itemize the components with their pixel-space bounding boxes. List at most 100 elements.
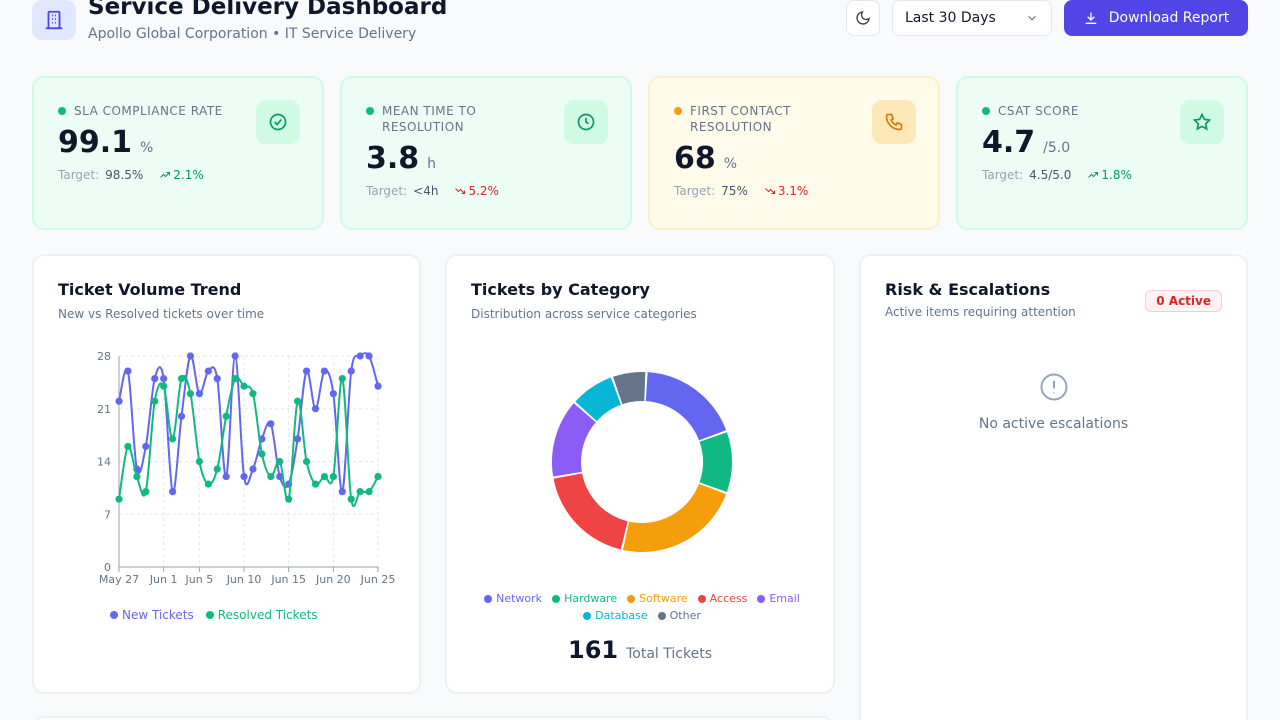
download-report-label: Download Report [1108,10,1230,26]
kpi-label: FIRST CONTACT RESOLUTION [690,104,791,134]
legend-swatch [627,594,636,603]
legend-item-network[interactable]: Network [484,592,542,605]
donut-slice[interactable] [699,432,732,493]
y-tick-label: 0 [104,561,111,574]
data-point [115,397,123,405]
y-tick-label: 28 [97,350,111,363]
data-point [356,488,364,496]
target-label: Target: [674,184,716,198]
data-point [160,375,168,383]
active-count-badge: 0 Active [1145,290,1222,312]
legend-label: Network [496,592,543,605]
donut-slice[interactable] [553,473,628,550]
legend-item-other[interactable]: Other [657,609,701,622]
clock-icon [564,100,608,144]
page-title: Service Delivery Dashboard [88,0,448,20]
data-point [231,375,239,383]
data-point [329,472,337,481]
star-icon [1180,100,1224,144]
target-value: 75% [721,184,748,198]
trend-badge: 5.2% [454,184,499,198]
data-point [294,435,302,443]
check-circle-icon [256,100,300,144]
data-point [302,457,311,466]
donut-slice[interactable] [552,403,596,477]
data-point [338,375,346,383]
data-point [213,375,221,383]
legend-swatch [552,594,561,603]
building-icon [32,0,76,40]
data-point [302,367,311,375]
trend-badge: 3.1% [764,184,808,198]
target-label: Target: [366,184,408,198]
target-value: 4.5/5.0 [1029,168,1072,182]
data-point [365,488,373,496]
legend-item-database[interactable]: Database [583,609,648,622]
data-point [249,465,257,473]
series-line [118,374,379,508]
donut-slice[interactable] [622,483,727,552]
total-tickets: 161 Total Tickets [447,636,833,664]
moon-icon [856,11,870,25]
data-point [124,442,132,451]
legend-swatch [110,611,118,619]
data-point [160,382,168,390]
category-donut-chart [552,372,732,552]
kpi-unit: /5.0 [1043,140,1071,156]
legend-item-access[interactable]: Access [697,592,747,605]
legend-item-email[interactable]: Email [757,592,800,605]
data-point [267,472,275,481]
legend-swatch [583,611,592,620]
legend-item-hardware[interactable]: Hardware [552,592,617,605]
status-dot [674,107,682,115]
data-point [347,367,355,375]
data-point [195,457,203,466]
legend-swatch [205,611,214,619]
data-point [267,420,275,428]
theme-toggle-button[interactable] [846,0,880,36]
data-point [258,450,266,458]
data-point [374,472,382,481]
download-icon [1085,12,1097,24]
legend-item-resolved[interactable]: Resolved Tickets [205,608,318,622]
legend-label: Resolved Tickets [217,608,318,622]
x-tick-label: Jun 5 [185,573,214,586]
kpi-label: SLA COMPLIANCE RATE [74,104,223,118]
data-point [142,442,150,451]
data-point [311,480,320,488]
data-point [276,457,284,466]
donut-slice[interactable] [575,377,621,422]
bottom-panel [32,716,834,720]
kpi-unit: % [140,140,154,156]
date-range-select[interactable]: Last 30 Days [892,0,1052,36]
legend-item-software[interactable]: Software [627,592,688,605]
donut-slice[interactable] [613,372,646,405]
status-dot [58,107,66,115]
data-point [142,488,150,496]
kpi-value: 68 [674,141,716,176]
panel-subtitle: Distribution across service categories [471,307,697,321]
panel-title: Risk & Escalations [885,280,1051,299]
data-point [115,495,123,503]
kpi-unit: % [723,156,738,172]
trend-up-icon [1088,172,1099,178]
kpi-card-csat: CSAT SCORE 4.7/5.0 Target: 4.5/5.0 1.8% [956,76,1248,230]
data-point [186,352,195,360]
download-report-button[interactable]: Download Report [1064,0,1248,36]
legend-item-new[interactable]: New Tickets [110,608,194,622]
ticket-volume-panel: Ticket Volume Trend New vs Resolved tick… [32,254,421,694]
legend-label: Other [669,609,701,622]
total-tickets-value: 161 [568,636,619,664]
page-subtitle: Apollo Global Corporation • IT Service D… [88,26,417,42]
trend-badge: 2.1% [159,168,204,182]
x-tick-label: Jun 25 [360,573,396,586]
data-point [365,352,373,360]
legend-label: Hardware [564,592,618,605]
x-tick-label: Jun 1 [149,573,178,586]
trend-down-icon [455,188,466,194]
status-dot [366,107,374,115]
kpi-card-fcr: FIRST CONTACT RESOLUTION 68% Target: 75% … [648,76,940,230]
x-tick-label: May 27 [99,573,139,586]
donut-slice[interactable] [645,372,727,441]
data-point [320,472,329,481]
